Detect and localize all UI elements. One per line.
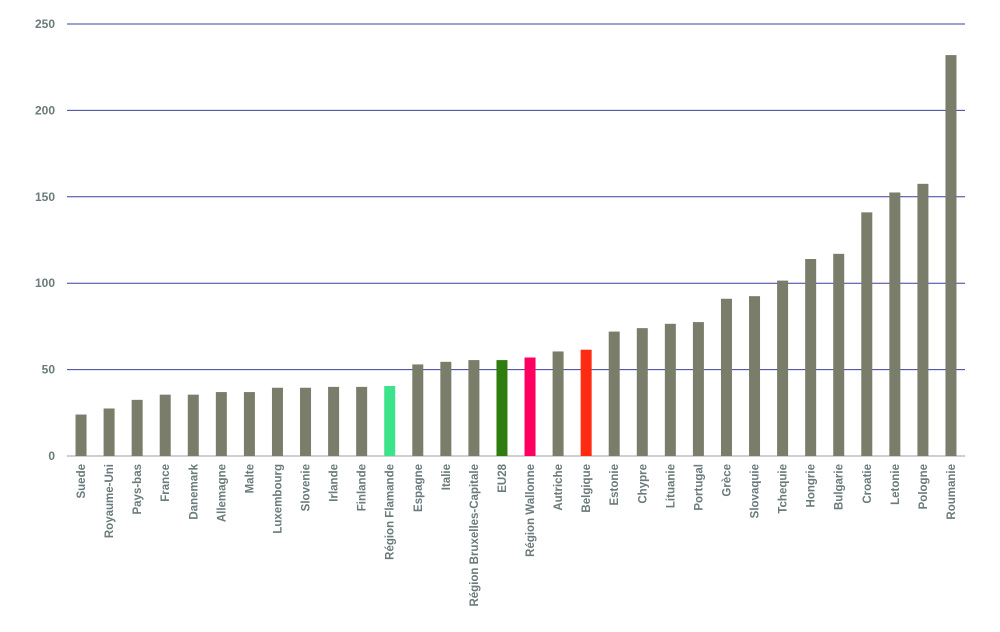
bar: [300, 387, 312, 456]
x-category-label: Roumanie: [946, 464, 958, 520]
x-category-label: Estonie: [609, 464, 621, 506]
x-category-label: Chypre: [637, 464, 649, 504]
x-category-label: Letonie: [890, 464, 902, 505]
x-axis-labels: Suede Royaume-Uni Pays-bas France Danemark Al…: [76, 463, 958, 606]
bar: [749, 296, 761, 456]
bar: [805, 259, 817, 456]
x-category-label: Suede: [76, 464, 88, 499]
x-category-label: Portugal: [693, 464, 705, 511]
x-category-label: Autriche: [553, 464, 565, 511]
bar: [103, 408, 115, 456]
bar: [384, 386, 396, 456]
x-category-label: Irlande: [329, 464, 341, 502]
x-category-label: EU28: [497, 463, 509, 492]
bar: [945, 55, 957, 456]
bar: [636, 328, 648, 456]
y-tick-label: 250: [35, 17, 55, 31]
y-tick-label: 50: [42, 363, 56, 377]
bar: [692, 322, 704, 456]
x-category-label: Allemagne: [216, 464, 228, 522]
bar: [356, 386, 368, 456]
x-category-label: Lituanie: [665, 464, 677, 508]
y-tick-label: 100: [35, 276, 55, 290]
bar: [215, 392, 227, 456]
x-category-label: Slovenie: [301, 464, 313, 511]
x-category-label: Pologne: [918, 464, 930, 509]
x-category-label: Croatie: [862, 464, 874, 504]
y-axis-ticks: 0 50 100 150 200 250: [35, 17, 55, 463]
x-category-label: Slovaquie: [750, 464, 762, 518]
bar: [131, 399, 143, 456]
x-category-label: Royaume-Uni: [104, 464, 116, 538]
x-category-label: Belgique: [581, 464, 593, 513]
bar: [468, 360, 480, 456]
bar: [608, 331, 620, 456]
y-tick-label: 150: [35, 190, 55, 204]
x-category-label: Danemark: [188, 463, 200, 519]
bar: [889, 192, 901, 457]
x-category-label: Bulgarie: [834, 464, 846, 510]
x-category-label: Région Bruxelles-Capitale: [469, 464, 481, 607]
bar: [917, 183, 929, 456]
bar: [580, 349, 592, 456]
bar: [412, 364, 424, 456]
gridlines: [67, 23, 965, 457]
x-category-label: Italie: [441, 464, 453, 490]
bar: [777, 280, 789, 456]
bar: [720, 298, 732, 456]
bar: [187, 394, 199, 456]
bar: [552, 351, 564, 456]
bars: [75, 55, 957, 457]
y-tick-label: 200: [35, 103, 55, 117]
bar: [75, 414, 87, 456]
x-category-label: France: [160, 464, 172, 502]
x-category-label: Grèce: [721, 464, 733, 497]
bar: [524, 357, 536, 456]
bar: [861, 212, 873, 456]
x-category-label: Tchequie: [778, 464, 790, 514]
x-category-label: Pays-bas: [132, 464, 144, 515]
x-category-label: Luxembourg: [272, 464, 284, 534]
bar: [243, 392, 255, 456]
x-category-label: Finlande: [357, 464, 369, 511]
bar: [496, 360, 508, 456]
bar: [271, 387, 283, 456]
bar: [664, 323, 676, 456]
y-tick-label: 0: [48, 449, 55, 463]
bar: [328, 386, 340, 456]
bar: [159, 394, 171, 456]
bar: [440, 361, 452, 456]
x-category-label: Espagne: [413, 464, 425, 512]
x-category-label: Région Wallonne: [525, 464, 537, 557]
x-category-label: Hongrie: [806, 464, 818, 507]
x-category-label: Malte: [244, 464, 256, 493]
x-category-label: Région Flamande: [385, 464, 397, 560]
bar: [833, 253, 845, 456]
